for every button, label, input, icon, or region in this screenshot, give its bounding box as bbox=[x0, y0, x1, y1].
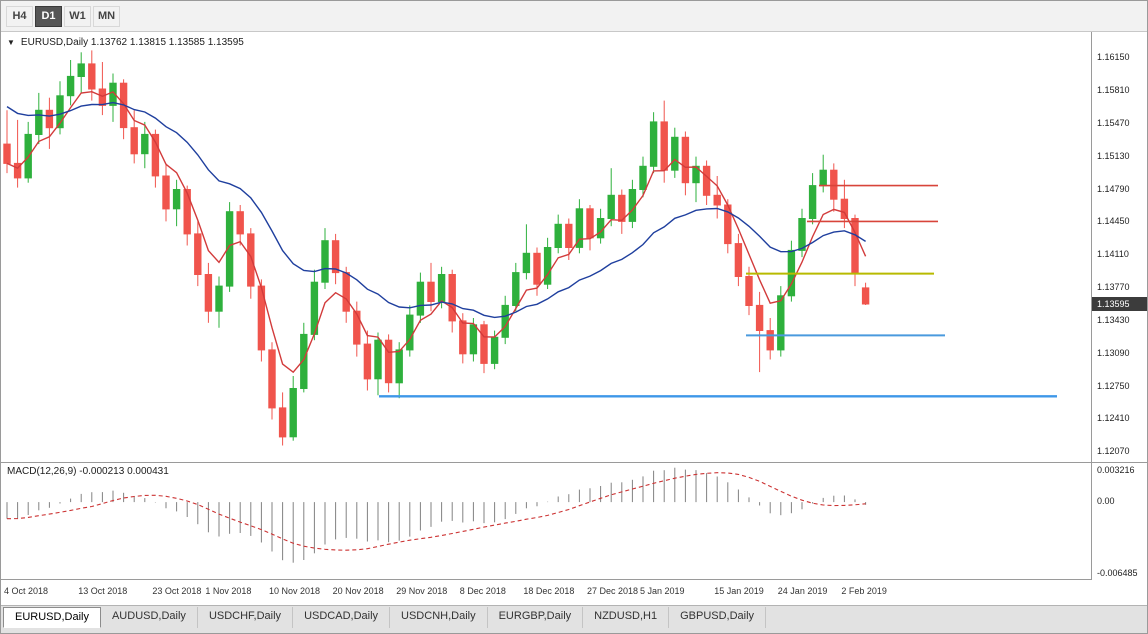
date-label: 8 Dec 2018 bbox=[459, 586, 506, 596]
price-tick: 1.14450 bbox=[1097, 216, 1130, 227]
chart-title: ▼ EURUSD,Daily 1.13762 1.13815 1.13585 1… bbox=[7, 37, 244, 48]
price-tick: 1.14110 bbox=[1097, 249, 1129, 260]
tab-bar: EURUSD,Daily AUDUSD,Daily USDCHF,Daily USDC… bbox=[1, 605, 1147, 633]
tab-usdchf-daily[interactable]: USDCHF,Daily bbox=[198, 607, 294, 628]
price-tick: 1.15130 bbox=[1097, 150, 1130, 161]
date-label: 5 Jan 2019 bbox=[640, 586, 685, 596]
date-label: 10 Nov 2018 bbox=[269, 586, 321, 596]
candlestick-chart[interactable] bbox=[1, 32, 1091, 461]
macd-indicator-label: MACD(12,26,9) -0.000213 0.000431 bbox=[7, 466, 169, 477]
price-tick: 1.13430 bbox=[1097, 314, 1130, 325]
macd-tick: 0.00 bbox=[1097, 496, 1115, 507]
macd-chart[interactable] bbox=[1, 464, 1091, 579]
date-label: 24 Jan 2019 bbox=[777, 586, 828, 596]
tab-eurusd-daily[interactable]: EURUSD,Daily bbox=[3, 607, 101, 628]
tab-nzdusd-h1[interactable]: NZDUSD,H1 bbox=[583, 607, 670, 628]
macd-tick: -0.006485 bbox=[1097, 568, 1138, 578]
price-tick: 1.16150 bbox=[1097, 52, 1130, 63]
price-tick: 1.13770 bbox=[1097, 282, 1130, 293]
date-label: 4 Oct 2018 bbox=[4, 586, 49, 596]
main-chart-panel: ▼ EURUSD,Daily 1.13762 1.13815 1.13585 1… bbox=[1, 32, 1147, 462]
date-label: 2 Feb 2019 bbox=[841, 586, 887, 596]
timeframe-button-w1[interactable]: W1 bbox=[64, 5, 91, 27]
price-tick: 1.12410 bbox=[1097, 413, 1130, 424]
tab-usdcad-daily[interactable]: USDCAD,Daily bbox=[293, 607, 391, 628]
price-tick: 1.12070 bbox=[1097, 446, 1130, 457]
price-tick: 1.12750 bbox=[1097, 380, 1130, 391]
chart-dropdown-icon[interactable]: ▼ bbox=[7, 38, 15, 47]
price-tick: 1.15470 bbox=[1097, 117, 1130, 128]
time-axis[interactable]: 4 Oct 2018 13 Oct 2018 23 Oct 2018 1 Nov 20… bbox=[1, 579, 1147, 605]
date-label: 18 Dec 2018 bbox=[523, 586, 575, 596]
price-tick: 1.14790 bbox=[1097, 183, 1130, 194]
macd-tick: 0.003216 bbox=[1097, 465, 1135, 475]
date-label: 23 Oct 2018 bbox=[152, 586, 202, 596]
tab-audusd-daily[interactable]: AUDUSD,Daily bbox=[101, 607, 198, 628]
current-price-badge: 1.13595 bbox=[1092, 296, 1147, 311]
timeframe-button-mn[interactable]: MN bbox=[93, 5, 121, 27]
tab-usdcnh-daily[interactable]: USDCNH,Daily bbox=[390, 607, 488, 628]
price-tick: 1.15810 bbox=[1097, 84, 1130, 95]
timeframe-toolbar: H4 D1 W1 MN bbox=[1, 1, 1147, 32]
date-label: 20 Nov 2018 bbox=[332, 586, 384, 596]
date-label: 15 Jan 2019 bbox=[714, 586, 764, 596]
date-label: 27 Dec 2018 bbox=[587, 586, 639, 596]
price-tick: 1.13090 bbox=[1097, 347, 1130, 358]
price-axis[interactable]: 1.13595 1.16150 1.15810 1.15470 1.15130 1.14… bbox=[1091, 32, 1147, 462]
tab-eurgbp-daily[interactable]: EURGBP,Daily bbox=[488, 607, 584, 628]
date-label: 1 Nov 2018 bbox=[205, 586, 252, 596]
timeframe-button-h4[interactable]: H4 bbox=[6, 5, 33, 27]
macd-panel: MACD(12,26,9) -0.000213 0.000431 0.00321… bbox=[1, 462, 1147, 580]
date-label: 13 Oct 2018 bbox=[78, 586, 128, 596]
macd-axis: 0.003216 0.00 -0.006485 bbox=[1091, 463, 1147, 580]
date-label: 29 Nov 2018 bbox=[396, 586, 448, 596]
tab-gbpusd-daily[interactable]: GBPUSD,Daily bbox=[669, 607, 767, 628]
chart-title-text: EURUSD,Daily 1.13762 1.13815 1.13585 1.1… bbox=[20, 37, 244, 48]
timeframe-button-d1[interactable]: D1 bbox=[35, 5, 62, 27]
